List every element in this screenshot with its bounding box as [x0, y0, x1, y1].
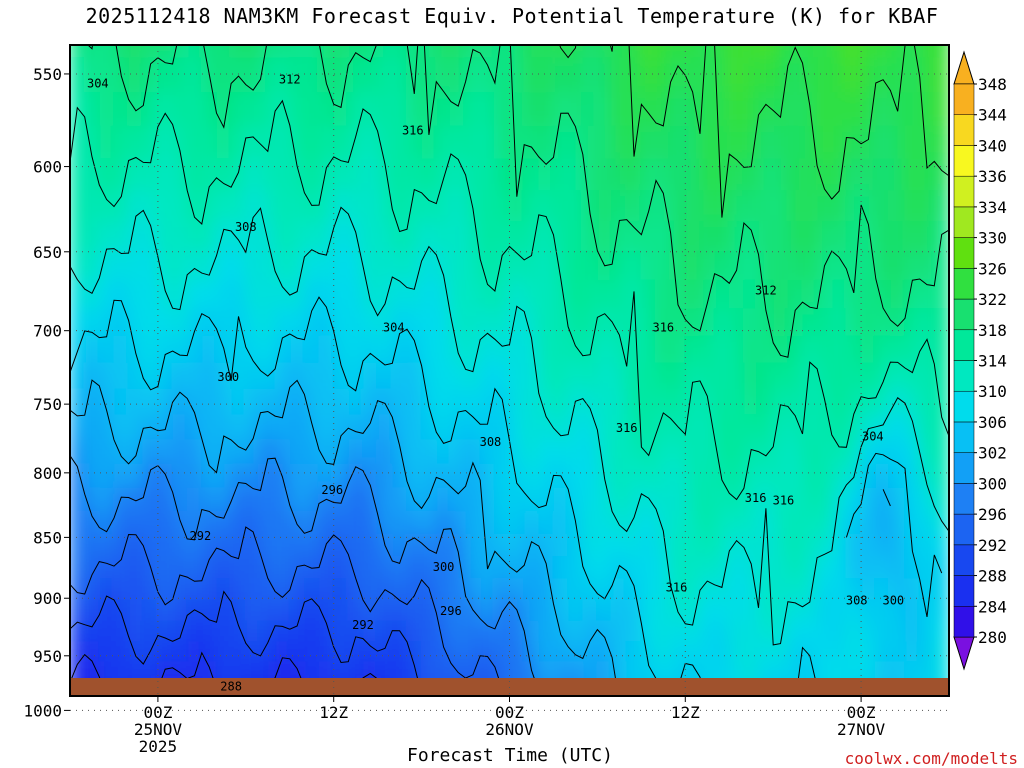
colorbar-label: 284: [978, 597, 1007, 616]
colorbar-label: 280: [978, 628, 1007, 647]
colorbar-label: 330: [978, 229, 1007, 248]
x-tick-label: 26NOV: [485, 720, 534, 739]
colorbar-swatch: [953, 298, 975, 331]
colorbar-swatch: [953, 360, 975, 392]
contour-label: 300: [882, 594, 904, 608]
colorbar-swatch: [953, 513, 975, 546]
colorbar-label: 326: [978, 259, 1007, 278]
contour-label: 292: [352, 618, 374, 632]
colorbar-swatch: [953, 575, 975, 607]
contour-label: 296: [440, 604, 462, 618]
y-tick-label: 650: [33, 243, 62, 262]
contour-line: [70, 526, 503, 690]
x-tick-label: 12Z: [671, 703, 700, 722]
contour-label: 308: [846, 594, 868, 608]
colorbar-swatch: [953, 237, 975, 269]
colorbar-label: 302: [978, 444, 1007, 463]
contour-label: 304: [87, 77, 109, 91]
contour-line: [87, 45, 949, 358]
colorbar-bottom-arrow: [953, 636, 975, 671]
y-tick-label: 700: [33, 322, 62, 341]
contour-label: 308: [480, 435, 502, 449]
colorbar-label: 348: [978, 75, 1007, 94]
x-tick-label: 2025: [139, 737, 178, 756]
colorbar-swatch: [953, 606, 975, 638]
colorbar-top-arrow: [953, 50, 975, 85]
contour-label: 288: [220, 680, 242, 694]
colorbar-label: 336: [978, 167, 1007, 186]
x-axis-label: Forecast Time (UTC): [407, 745, 613, 766]
contour-line: [559, 45, 949, 218]
y-tick-label: 800: [33, 464, 62, 483]
contour-label: 312: [279, 73, 301, 87]
contour-label: 292: [190, 529, 212, 543]
x-tick-label: 25NOV: [134, 720, 183, 739]
contour-line: [70, 590, 423, 696]
colorbar-label: 322: [978, 290, 1007, 309]
colorbar-label: 310: [978, 382, 1007, 401]
colorbar-swatch: [953, 483, 975, 515]
colorbar-label: 334: [978, 198, 1007, 217]
y-tick-label: 1000: [23, 701, 62, 720]
colorbar-swatch: [953, 329, 975, 361]
x-tick-label: 27NOV: [837, 720, 886, 739]
y-tick-label: 550: [33, 65, 62, 84]
y-tick-label: 600: [33, 158, 62, 177]
contour-label: 316: [652, 321, 674, 335]
contour-line: [70, 455, 583, 696]
colorbar-label: 296: [978, 505, 1007, 524]
colorbar-label: 340: [978, 136, 1007, 155]
contour-label: 316: [773, 493, 795, 507]
colorbar-swatch: [953, 206, 975, 238]
contour-line: [70, 99, 949, 501]
contour-label: 308: [235, 220, 257, 234]
colorbar-label: 318: [978, 321, 1007, 340]
colorbar-swatch: [953, 268, 975, 300]
colorbar-swatch: [953, 452, 975, 484]
contour-label: 300: [433, 560, 455, 574]
contour-label: 300: [217, 370, 239, 384]
x-tick-label: 12Z: [319, 703, 348, 722]
y-tick-label: 850: [33, 528, 62, 547]
contour-label: 312: [755, 283, 777, 297]
colorbar-label: 344: [978, 106, 1007, 125]
contour-line: [70, 206, 949, 646]
chart-title: 2025112418 NAM3KM Forecast Equiv. Potent…: [85, 4, 939, 28]
colorbar-swatch: [953, 175, 975, 208]
colorbar-label: 288: [978, 567, 1007, 586]
gridlines: [70, 45, 949, 711]
x-tick-label: 00Z: [143, 703, 172, 722]
y-tick-label: 950: [33, 647, 62, 666]
y-tick-label: 900: [33, 589, 62, 608]
contour-label: 304: [862, 429, 884, 443]
contour-label: 316: [745, 491, 767, 505]
x-tick-label: 00Z: [847, 703, 876, 722]
colorbar-swatch: [953, 421, 975, 453]
colorbar: 280 284 288 292 296 300 302 306 310 314 318 322 326 3…: [953, 50, 1007, 671]
contour-labels: 3403363323283283243243203203163203163123…: [87, 73, 904, 694]
x-tick-label: 00Z: [495, 703, 524, 722]
y-axis: 2503003504004505005506006507007508008509…: [23, 65, 70, 720]
colorbar-swatch: [953, 145, 975, 177]
colorbar-swatch: [953, 114, 975, 146]
y-tick-label: 750: [33, 395, 62, 414]
contour-label: 316: [616, 421, 638, 435]
colorbar-label: 306: [978, 413, 1007, 432]
colorbar-label: 314: [978, 352, 1007, 371]
colorbar-swatch: [953, 83, 975, 115]
credit-text: coolwx.com/modelts: [844, 749, 1018, 768]
contour-label: 304: [383, 321, 405, 335]
colorbar-label: 292: [978, 536, 1007, 555]
contour-label: 316: [666, 581, 688, 595]
contour-label: 316: [402, 123, 424, 137]
contour-line: [70, 379, 891, 696]
contour-line: [70, 0, 949, 44]
contour-label: 296: [321, 483, 343, 497]
colorbar-swatch: [953, 390, 975, 423]
colorbar-swatch: [953, 544, 975, 576]
colorbar-label: 300: [978, 474, 1007, 493]
